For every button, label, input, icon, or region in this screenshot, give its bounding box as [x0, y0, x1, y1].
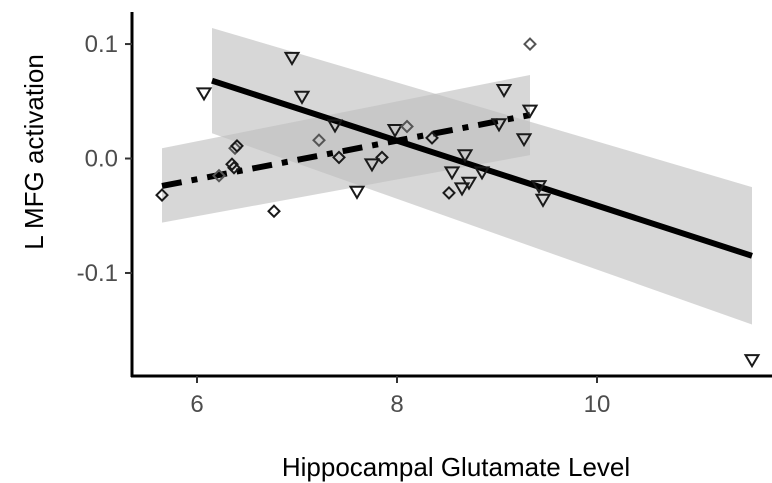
triangle-point: [348, 185, 366, 200]
triangle-point: [293, 90, 311, 105]
triangle-point: [283, 51, 301, 66]
diamond-point: [425, 130, 439, 145]
diamond-point: [375, 150, 389, 165]
triangle-point: [456, 149, 474, 164]
triangle-point: [326, 119, 344, 134]
x-tick-label: 6: [190, 391, 203, 418]
y-tick-label: 0.1: [85, 31, 118, 58]
y-tick-label: -0.1: [77, 260, 118, 287]
diamond-point: [312, 133, 326, 148]
triangle-point: [495, 84, 513, 98]
x-tick-label: 8: [390, 391, 403, 418]
confidence-band-series-1: [212, 28, 752, 325]
x-ticks: 6 8 10: [190, 376, 610, 418]
triangle-point: [490, 118, 508, 133]
y-ticks: -0.1 0.0 0.1: [77, 31, 132, 287]
data-points: [155, 37, 761, 369]
triangle-point: [386, 124, 404, 139]
diamond-point: [230, 138, 244, 153]
diamond-point: [523, 37, 537, 52]
x-axis-title: Hippocampal Glutamate Level: [282, 452, 630, 482]
diamond-point: [227, 160, 241, 175]
triangle-point: [743, 354, 761, 369]
triangle-point: [473, 166, 491, 181]
diamond-point: [400, 119, 414, 134]
y-tick-label: 0.0: [85, 146, 118, 173]
triangle-point: [443, 166, 461, 181]
y-axis-title: L MFG activation: [19, 54, 49, 250]
triangle-point: [515, 133, 533, 148]
diamond-point: [212, 168, 226, 183]
triangle-point: [195, 87, 213, 102]
triangle-point: [453, 182, 471, 197]
triangle-point: [363, 158, 381, 173]
diamond-point: [442, 185, 456, 200]
x-tick-label: 10: [584, 391, 611, 418]
diamond-point: [225, 157, 239, 172]
triangle-point: [534, 193, 552, 208]
triangle-point: [521, 104, 539, 119]
confidence-bands: [162, 28, 752, 325]
diamond-point: [155, 188, 169, 203]
diamond-point: [267, 204, 281, 219]
triangle-point: [460, 176, 478, 191]
diamond-point: [332, 150, 346, 165]
triangle-point: [530, 180, 548, 195]
